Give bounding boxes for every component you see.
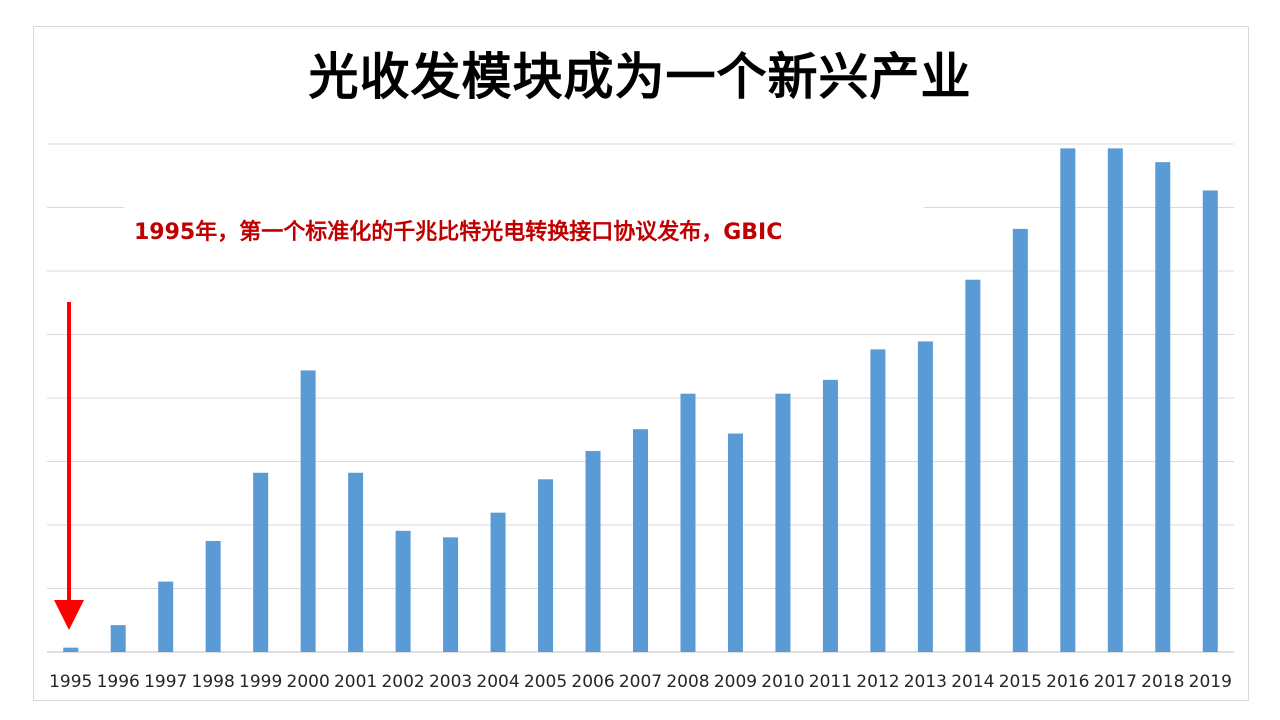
bar-1998 [205, 540, 221, 652]
bar-1995 [63, 647, 79, 652]
x-tick-label: 2018 [1141, 672, 1184, 692]
bar-2001 [348, 472, 364, 652]
down-arrow-icon [54, 302, 84, 632]
x-tick-label: 2019 [1189, 672, 1232, 692]
x-tick-label: 2016 [1046, 672, 1089, 692]
bar-2013 [917, 341, 933, 652]
bar-2009 [727, 433, 743, 652]
annotation-text: 1995年，第一个标准化的千兆比特光电转换接口协议发布，GBIC [134, 220, 783, 245]
x-tick-label: 1999 [239, 672, 282, 692]
x-tick-label: 1998 [192, 672, 235, 692]
bar-2010 [775, 393, 791, 652]
x-tick-label: 2008 [666, 672, 709, 692]
bar-2003 [443, 537, 459, 652]
x-tick-label: 2015 [999, 672, 1042, 692]
bar-1999 [253, 472, 269, 652]
x-tick-label: 2009 [714, 672, 757, 692]
bar-2002 [395, 530, 411, 652]
x-tick-label: 2011 [809, 672, 852, 692]
x-tick-label: 1997 [144, 672, 187, 692]
x-tick-label: 2000 [287, 672, 330, 692]
x-tick-label: 2003 [429, 672, 472, 692]
x-tick-label: 2001 [334, 672, 377, 692]
bar-2018 [1155, 162, 1171, 652]
x-tick-label: 1995 [49, 672, 92, 692]
x-tick-label: 2007 [619, 672, 662, 692]
x-tick-label: 2013 [904, 672, 947, 692]
x-tick-label: 2004 [476, 672, 519, 692]
bar-2017 [1107, 148, 1123, 652]
page-title: 光收发模块成为一个新兴产业 [308, 48, 972, 106]
bar-1997 [158, 581, 174, 652]
bar-2000 [300, 370, 316, 652]
x-tick-label: 2017 [1094, 672, 1137, 692]
x-tick-label: 2002 [381, 672, 424, 692]
arrow-shaft [67, 302, 71, 602]
bar-2019 [1202, 190, 1218, 652]
x-tick-label: 2010 [761, 672, 804, 692]
bar-2006 [585, 450, 601, 652]
bar-2014 [965, 279, 981, 652]
x-tick-label: 2014 [951, 672, 994, 692]
x-tick-label: 2012 [856, 672, 899, 692]
bar-1996 [110, 625, 126, 652]
bar-2012 [870, 349, 886, 652]
x-tick-label: 2006 [571, 672, 614, 692]
annotation-background [124, 205, 924, 269]
bar-2016 [1060, 148, 1076, 652]
arrow-head [54, 600, 84, 630]
bar-2008 [680, 393, 696, 652]
bar-2005 [538, 479, 554, 652]
x-tick-label: 1996 [97, 672, 140, 692]
bar-2015 [1012, 228, 1028, 652]
x-tick-label: 2005 [524, 672, 567, 692]
bar-2004 [490, 512, 506, 652]
bar-2007 [633, 429, 648, 652]
bar-2011 [822, 379, 838, 652]
